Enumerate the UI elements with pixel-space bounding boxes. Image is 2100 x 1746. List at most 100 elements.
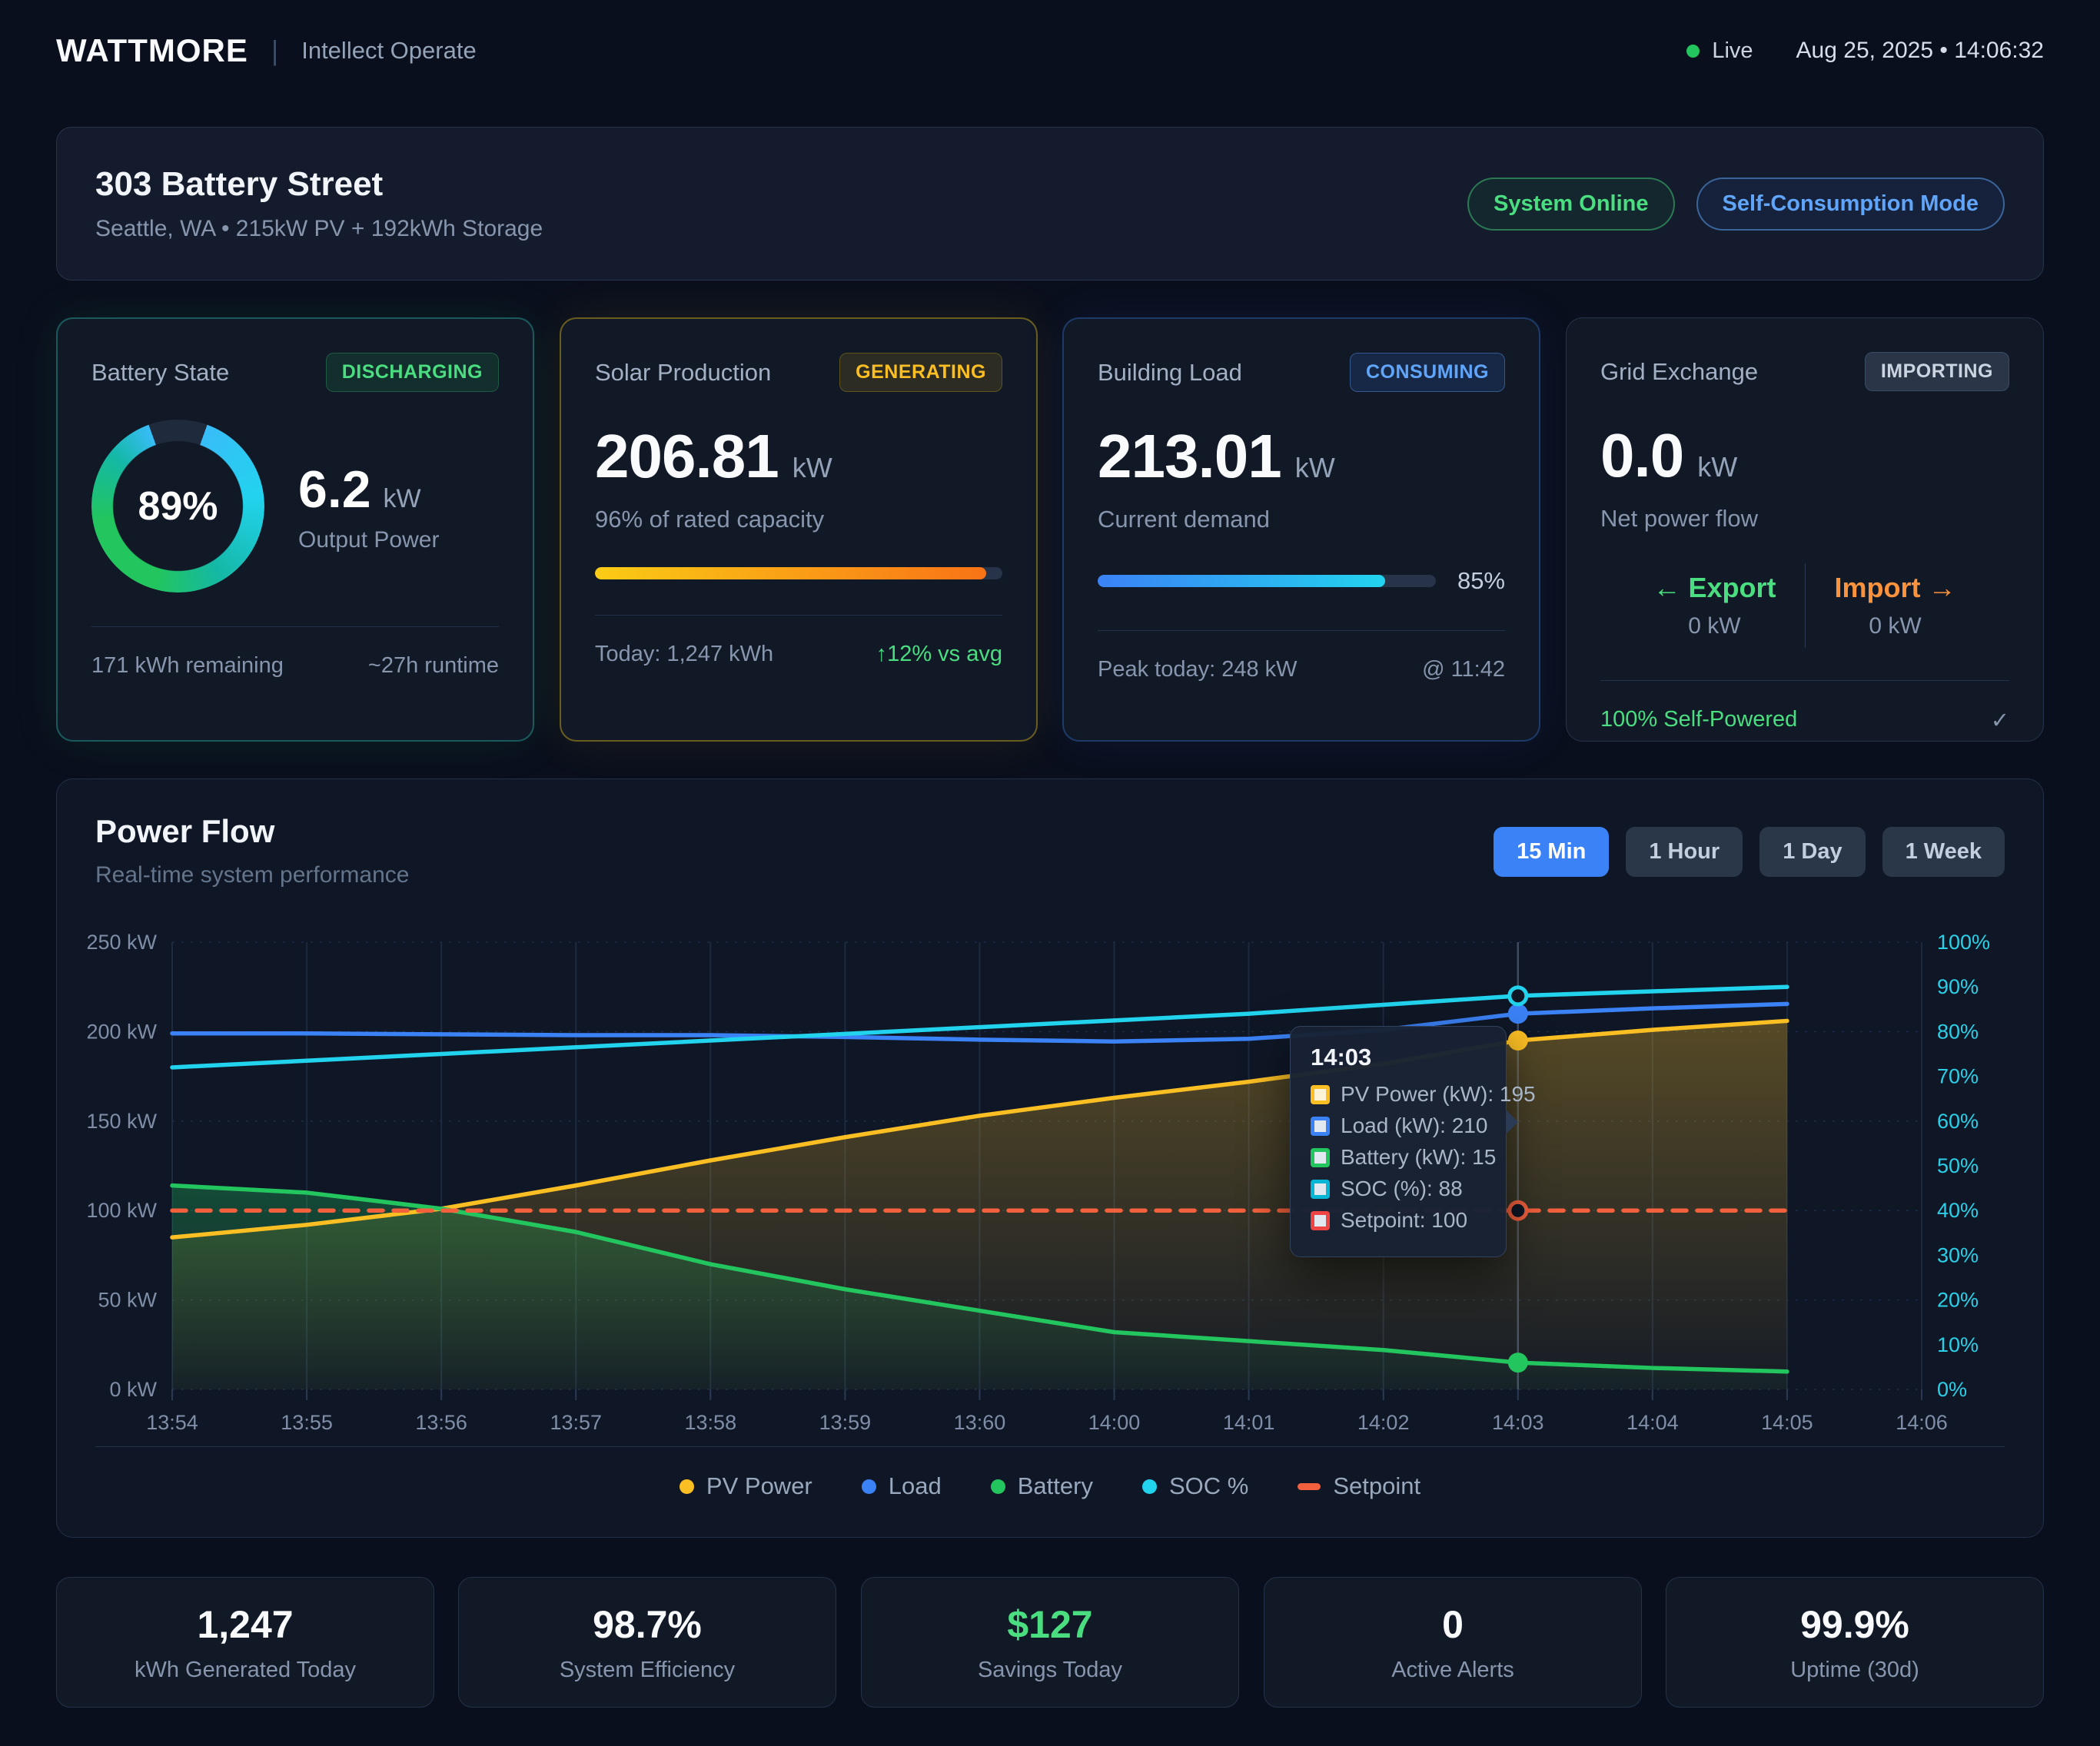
svg-text:100 kW: 100 kW	[86, 1199, 157, 1222]
battery-soc-percent: 89%	[138, 483, 218, 529]
power-flow-card: Power Flow Real-time system performance …	[56, 778, 2044, 1538]
site-name: 303 Battery Street	[95, 165, 543, 204]
load-peak: Peak today: 248 kW	[1098, 657, 1298, 682]
site-meta: Seattle, WA • 215kW PV + 192kWh Storage	[95, 216, 543, 242]
grid-import: Import → 0 kW	[1806, 572, 1985, 639]
tooltip-row: Battery (kW): 15	[1311, 1145, 1486, 1170]
grid-netflow-label: Net power flow	[1600, 505, 2009, 533]
live-dot-icon	[1686, 45, 1700, 58]
solar-progress-track	[595, 567, 1002, 579]
load-value: 213.01	[1098, 421, 1281, 492]
load-swatch-icon	[1311, 1117, 1330, 1136]
svg-text:90%: 90%	[1937, 975, 1979, 998]
svg-text:250 kW: 250 kW	[86, 931, 157, 954]
svg-text:13:60: 13:60	[954, 1411, 1006, 1434]
legend-setpoint[interactable]: Setpoint	[1298, 1472, 1420, 1500]
chart-legend: PV Power Load Battery SOC % Setpoint	[57, 1472, 2043, 1500]
battery-output: 6.2 kW Output Power	[298, 460, 439, 553]
tooltip-row: SOC (%): 88	[1311, 1177, 1486, 1201]
system-online-badge: System Online	[1467, 178, 1674, 231]
legend-pv-power[interactable]: PV Power	[680, 1472, 812, 1500]
product-name: Intellect Operate	[301, 37, 476, 65]
solar-value: 206.81	[595, 421, 779, 492]
brand-logo: WATTMORE	[56, 32, 248, 69]
load-progress-fill	[1098, 575, 1385, 587]
self-consumption-mode-badge[interactable]: Self-Consumption Mode	[1696, 178, 2005, 231]
tooltip-time: 14:03	[1311, 1044, 1486, 1071]
solar-vs-avg: ↑12% vs avg	[876, 642, 1002, 667]
svg-text:20%: 20%	[1937, 1289, 1979, 1312]
setpoint-swatch-icon	[1311, 1211, 1330, 1230]
stat-uptime: 99.9% Uptime (30d)	[1666, 1577, 2044, 1708]
svg-text:200 kW: 200 kW	[86, 1020, 157, 1043]
svg-text:13:58: 13:58	[685, 1411, 737, 1434]
live-indicator: Live	[1686, 38, 1753, 64]
tooltip-arrow	[1506, 1110, 1518, 1134]
divider	[1600, 680, 2009, 681]
divider	[95, 1446, 2005, 1447]
svg-text:13:54: 13:54	[146, 1411, 198, 1434]
svg-text:60%: 60%	[1937, 1110, 1979, 1133]
stat-kwh-generated: 1,247 kWh Generated Today	[56, 1577, 434, 1708]
tooltip-row: Setpoint: 100	[1311, 1208, 1486, 1233]
power-flow-chart[interactable]: 0 kW50 kW100 kW150 kW200 kW250 kW0%10%20…	[57, 779, 2045, 1539]
solar-today-total: Today: 1,247 kWh	[595, 642, 773, 667]
svg-text:40%: 40%	[1937, 1199, 1979, 1222]
tooltip-row: Load (kW): 210	[1311, 1114, 1486, 1138]
grid-unit: kW	[1697, 451, 1737, 483]
svg-text:80%: 80%	[1937, 1020, 1979, 1043]
svg-text:0%: 0%	[1937, 1378, 1967, 1401]
svg-text:14:02: 14:02	[1357, 1411, 1410, 1434]
grid-export: ← Export 0 kW	[1624, 572, 1804, 639]
divider	[91, 626, 499, 627]
grid-value: 0.0	[1600, 420, 1683, 491]
battery-output-unit: kW	[384, 484, 421, 514]
legend-load[interactable]: Load	[862, 1472, 942, 1500]
export-label: ← Export	[1624, 572, 1804, 604]
battery-dot-icon	[991, 1479, 1005, 1494]
grid-card-title: Grid Exchange	[1600, 358, 1758, 386]
divider	[1098, 630, 1505, 631]
site-info: 303 Battery Street Seattle, WA • 215kW P…	[95, 165, 543, 242]
svg-text:14:00: 14:00	[1088, 1411, 1141, 1434]
solar-capacity-label: 96% of rated capacity	[595, 506, 1002, 533]
setpoint-dash-icon	[1298, 1483, 1321, 1490]
load-unit: kW	[1295, 452, 1335, 484]
stat-savings-today: $127 Savings Today	[861, 1577, 1239, 1708]
soc-swatch-icon	[1311, 1180, 1330, 1199]
live-label: Live	[1712, 38, 1753, 64]
soc-dot-icon	[1142, 1479, 1157, 1494]
stat-active-alerts: 0 Active Alerts	[1264, 1577, 1642, 1708]
legend-battery[interactable]: Battery	[991, 1472, 1093, 1500]
pv-swatch-icon	[1311, 1085, 1330, 1104]
legend-soc[interactable]: SOC %	[1142, 1472, 1248, 1500]
svg-text:14:04: 14:04	[1627, 1411, 1679, 1434]
check-icon: ✓	[1991, 707, 2009, 734]
export-value: 0 kW	[1624, 613, 1804, 639]
svg-text:14:06: 14:06	[1896, 1411, 1948, 1434]
import-label: Import →	[1806, 572, 1985, 604]
load-progress-label: 85%	[1457, 567, 1505, 595]
svg-text:14:05: 14:05	[1761, 1411, 1813, 1434]
load-card-title: Building Load	[1098, 359, 1242, 387]
svg-text:30%: 30%	[1937, 1243, 1979, 1266]
svg-text:50 kW: 50 kW	[98, 1289, 157, 1312]
grid-exchange-card: Grid Exchange IMPORTING 0.0 kW Net power…	[1566, 317, 2044, 742]
battery-remaining: 171 kWh remaining	[91, 653, 284, 679]
solar-production-card: Solar Production GENERATING 206.81 kW 96…	[560, 317, 1038, 742]
datetime: Aug 25, 2025 • 14:06:32	[1796, 38, 2044, 64]
building-load-card: Building Load CONSUMING 213.01 kW Curren…	[1062, 317, 1540, 742]
battery-swatch-icon	[1311, 1148, 1330, 1167]
svg-text:10%: 10%	[1937, 1333, 1979, 1356]
svg-text:13:55: 13:55	[281, 1411, 333, 1434]
battery-runtime: ~27h runtime	[368, 653, 499, 679]
importing-badge: IMPORTING	[1865, 352, 2009, 391]
svg-text:13:59: 13:59	[819, 1411, 872, 1434]
header-status: Live Aug 25, 2025 • 14:06:32	[1686, 38, 2044, 64]
self-powered-label: 100% Self-Powered	[1600, 707, 1797, 734]
battery-output-label: Output Power	[298, 527, 439, 553]
svg-text:13:57: 13:57	[550, 1411, 602, 1434]
load-progress-track	[1098, 575, 1436, 587]
battery-state-card: Battery State DISCHARGING 89% 6.2 kW Out…	[56, 317, 534, 742]
battery-card-title: Battery State	[91, 359, 229, 387]
